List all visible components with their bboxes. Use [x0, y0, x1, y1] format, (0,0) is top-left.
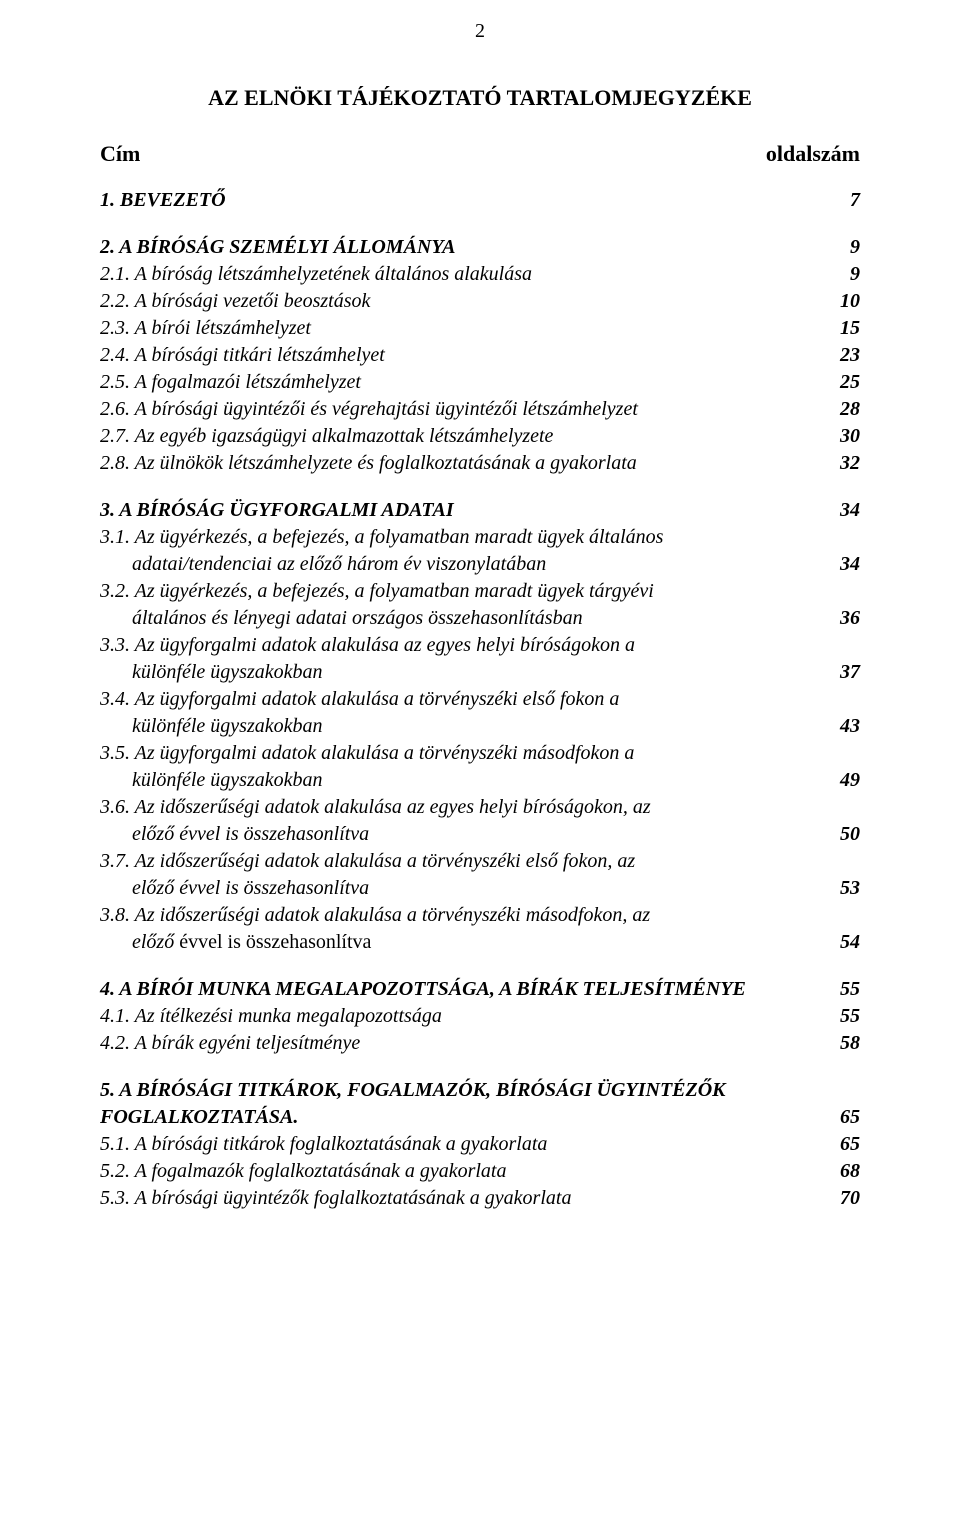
toc-entry-title: 3.4. Az ügyforgalmi adatok alakulása a t…	[100, 686, 840, 740]
toc-header: Cím oldalszám	[100, 141, 860, 167]
toc-entry-title: 5.3. A bírósági ügyintézők foglalkoztatá…	[100, 1185, 840, 1212]
toc-entry-title: 2.8. Az ülnökök létszámhelyzete és fogla…	[100, 450, 840, 477]
toc-entry-title: 2.6. A bírósági ügyintézői és végrehajtá…	[100, 396, 840, 423]
toc-entry: 3.2. Az ügyérkezés, a befejezés, a folya…	[100, 578, 860, 632]
toc-entry-page: 54	[840, 929, 860, 956]
toc-section-3: 3. A BÍRÓSÁG ÜGYFORGALMI ADATAI 34 3.1. …	[100, 497, 860, 956]
header-right: oldalszám	[766, 141, 860, 167]
toc-entry: 5.2. A fogalmazók foglalkoztatásának a g…	[100, 1158, 860, 1185]
toc-entry: 2.4. A bírósági titkári létszámhelyet 23	[100, 342, 860, 369]
toc-entry-page: 37	[840, 659, 860, 686]
toc-entry: 3.8. Az időszerűségi adatok alakulása a …	[100, 902, 860, 956]
toc-entry: 3.3. Az ügyforgalmi adatok alakulása az …	[100, 632, 860, 686]
toc-entry-page: 58	[840, 1030, 860, 1057]
toc-entry-page: 53	[840, 875, 860, 902]
toc-entry-page: 25	[840, 369, 860, 396]
toc-entry-page: 30	[840, 423, 860, 450]
toc-entry: 3.4. Az ügyforgalmi adatok alakulása a t…	[100, 686, 860, 740]
toc-entry-page: 28	[840, 396, 860, 423]
toc-entry-title: 2.7. Az egyéb igazságügyi alkalmazottak …	[100, 423, 840, 450]
toc-entry-title: 5. A BÍRÓSÁGI TITKÁROK, FOGALMAZÓK, BÍRÓ…	[100, 1077, 840, 1131]
toc-entry-title: 3.3. Az ügyforgalmi adatok alakulása az …	[100, 632, 840, 686]
toc-section-4: 4. A BÍRÓI MUNKA MEGALAPOZOTTSÁGA, A BÍR…	[100, 976, 860, 1057]
toc-entry: 3. A BÍRÓSÁG ÜGYFORGALMI ADATAI 34	[100, 497, 860, 524]
toc-entry: 5. A BÍRÓSÁGI TITKÁROK, FOGALMAZÓK, BÍRÓ…	[100, 1077, 860, 1131]
toc-entry: 2.3. A bírói létszámhelyzet 15	[100, 315, 860, 342]
toc-entry-page: 34	[840, 497, 860, 524]
toc-entry-page: 9	[850, 261, 860, 288]
toc-entry-title: 3.7. Az időszerűségi adatok alakulása a …	[100, 848, 840, 902]
toc-entry-title: 5.2. A fogalmazók foglalkoztatásának a g…	[100, 1158, 840, 1185]
toc-entry: 4.1. Az ítélkezési munka megalapozottság…	[100, 1003, 860, 1030]
toc-entry-title: 3.5. Az ügyforgalmi adatok alakulása a t…	[100, 740, 840, 794]
toc-entry: 3.5. Az ügyforgalmi adatok alakulása a t…	[100, 740, 860, 794]
toc-entry-page: 55	[840, 1003, 860, 1030]
toc-entry: 5.1. A bírósági titkárok foglalkoztatásá…	[100, 1131, 860, 1158]
toc-entry: 3.1. Az ügyérkezés, a befejezés, a folya…	[100, 524, 860, 578]
toc-entry-page: 65	[840, 1104, 860, 1131]
toc-section-1: 1. BEVEZETŐ 7	[100, 187, 860, 214]
toc-entry: 1. BEVEZETŐ 7	[100, 187, 860, 214]
toc-entry: 2.6. A bírósági ügyintézői és végrehajtá…	[100, 396, 860, 423]
toc-entry: 2.7. Az egyéb igazságügyi alkalmazottak …	[100, 423, 860, 450]
header-left: Cím	[100, 141, 140, 167]
toc-entry-title: 2. A BÍRÓSÁG SZEMÉLYI ÁLLOMÁNYA	[100, 234, 850, 261]
toc-entry-page: 23	[840, 342, 860, 369]
toc-entry-page: 65	[840, 1131, 860, 1158]
toc-entry-title: 4.2. A bírák egyéni teljesítménye	[100, 1030, 840, 1057]
toc-entry: 2.5. A fogalmazói létszámhelyzet 25	[100, 369, 860, 396]
toc-entry-page: 7	[850, 187, 860, 214]
toc-entry-title: 2.5. A fogalmazói létszámhelyzet	[100, 369, 840, 396]
toc-entry-page: 34	[840, 551, 860, 578]
toc-entry-title: 4.1. Az ítélkezési munka megalapozottság…	[100, 1003, 840, 1030]
toc-section-5: 5. A BÍRÓSÁGI TITKÁROK, FOGALMAZÓK, BÍRÓ…	[100, 1077, 860, 1212]
toc-entry-title: 1. BEVEZETŐ	[100, 187, 850, 214]
toc-entry-page: 15	[840, 315, 860, 342]
toc-entry-page: 9	[850, 234, 860, 261]
toc-entry-title: 3.8. Az időszerűségi adatok alakulása a …	[100, 902, 840, 956]
toc-entry-title: 2.4. A bírósági titkári létszámhelyet	[100, 342, 840, 369]
toc-entry-page: 50	[840, 821, 860, 848]
toc-entry-page: 49	[840, 767, 860, 794]
page-number: 2	[475, 20, 485, 43]
toc-entry-title: 3.1. Az ügyérkezés, a befejezés, a folya…	[100, 524, 840, 578]
toc-entry-title: 5.1. A bírósági titkárok foglalkoztatásá…	[100, 1131, 840, 1158]
toc-entry-title: 2.3. A bírói létszámhelyzet	[100, 315, 840, 342]
toc-entry: 5.3. A bírósági ügyintézők foglalkoztatá…	[100, 1185, 860, 1212]
toc-entry: 2. A BÍRÓSÁG SZEMÉLYI ÁLLOMÁNYA 9	[100, 234, 860, 261]
toc-entry: 2.1. A bíróság létszámhelyzetének általá…	[100, 261, 860, 288]
document-title: AZ ELNÖKI TÁJÉKOZTATÓ TARTALOMJEGYZÉKE	[100, 85, 860, 111]
toc-entry: 4. A BÍRÓI MUNKA MEGALAPOZOTTSÁGA, A BÍR…	[100, 976, 860, 1003]
toc-entry: 3.6. Az időszerűségi adatok alakulása az…	[100, 794, 860, 848]
toc-entry: 4.2. A bírák egyéni teljesítménye 58	[100, 1030, 860, 1057]
toc-entry-page: 32	[840, 450, 860, 477]
toc-entry-title: 2.2. A bírósági vezetői beosztások	[100, 288, 840, 315]
page: 2 AZ ELNÖKI TÁJÉKOZTATÓ TARTALOMJEGYZÉKE…	[0, 0, 960, 1536]
toc-entry-page: 43	[840, 713, 860, 740]
toc-entry-page: 70	[840, 1185, 860, 1212]
toc-entry: 3.7. Az időszerűségi adatok alakulása a …	[100, 848, 860, 902]
toc-entry-page: 68	[840, 1158, 860, 1185]
toc-entry-title: 3.6. Az időszerűségi adatok alakulása az…	[100, 794, 840, 848]
toc-entry: 2.2. A bírósági vezetői beosztások 10	[100, 288, 860, 315]
toc-entry-title: 4. A BÍRÓI MUNKA MEGALAPOZOTTSÁGA, A BÍR…	[100, 976, 840, 1003]
toc-entry-title: 3.2. Az ügyérkezés, a befejezés, a folya…	[100, 578, 840, 632]
toc-entry-title: 2.1. A bíróság létszámhelyzetének általá…	[100, 261, 850, 288]
toc-entry-page: 36	[840, 605, 860, 632]
toc-section-2: 2. A BÍRÓSÁG SZEMÉLYI ÁLLOMÁNYA 9 2.1. A…	[100, 234, 860, 477]
toc-entry-page: 55	[840, 976, 860, 1003]
toc-entry-title: 3. A BÍRÓSÁG ÜGYFORGALMI ADATAI	[100, 497, 840, 524]
toc-entry: 2.8. Az ülnökök létszámhelyzete és fogla…	[100, 450, 860, 477]
toc-entry-page: 10	[840, 288, 860, 315]
